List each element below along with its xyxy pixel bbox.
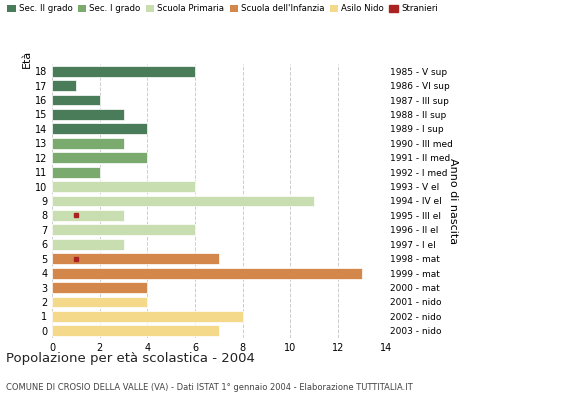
Bar [52, 80, 76, 91]
Bar [52, 239, 124, 250]
Bar [52, 95, 100, 106]
Bar [52, 282, 147, 293]
Bar [52, 167, 100, 178]
Bar [52, 224, 195, 235]
Text: COMUNE DI CROSIO DELLA VALLE (VA) - Dati ISTAT 1° gennaio 2004 - Elaborazione TU: COMUNE DI CROSIO DELLA VALLE (VA) - Dati… [6, 383, 412, 392]
Bar [52, 296, 147, 307]
Bar [52, 325, 219, 336]
Bar [52, 210, 124, 221]
Bar [52, 109, 124, 120]
Bar [52, 66, 195, 77]
Bar [52, 311, 243, 322]
Bar [52, 152, 147, 163]
Y-axis label: Età: Età [22, 49, 32, 68]
Bar [52, 181, 195, 192]
Legend: Sec. II grado, Sec. I grado, Scuola Primaria, Scuola dell'Infanzia, Asilo Nido, : Sec. II grado, Sec. I grado, Scuola Prim… [7, 4, 438, 13]
Y-axis label: Anno di nascita: Anno di nascita [448, 158, 458, 244]
Bar [52, 268, 362, 278]
Bar [52, 138, 124, 149]
Text: Popolazione per età scolastica - 2004: Popolazione per età scolastica - 2004 [6, 352, 255, 365]
Bar [52, 196, 314, 206]
Bar [52, 124, 147, 134]
Bar [52, 253, 219, 264]
